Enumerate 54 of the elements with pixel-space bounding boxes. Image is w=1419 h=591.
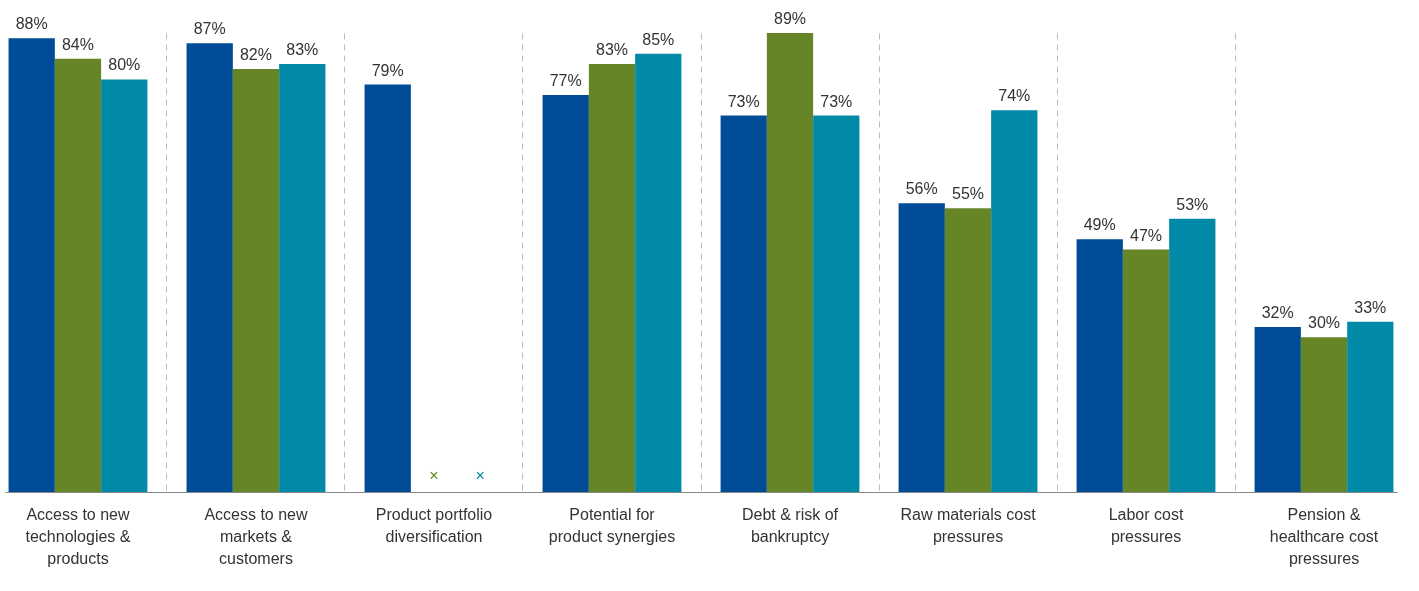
x-tick-label: Access to new technologies & products [25,505,131,567]
bar [1300,337,1348,492]
bar [898,203,945,492]
bar [364,84,411,492]
bar [186,43,233,492]
data-label: 83% [595,40,629,58]
data-label: 73% [727,92,760,110]
data-label: 33% [1354,298,1387,316]
data-label: 55% [951,185,985,203]
x-tick-label: Raw materials cost pressures [900,505,1037,545]
bar [588,63,636,492]
data-label: 85% [642,30,675,48]
bar [1122,249,1170,492]
data-label: 77% [549,71,582,89]
x-tick-label: Pension & healthcare cost pressures [1269,505,1379,567]
data-label: 73% [820,92,853,110]
bar [766,33,814,492]
data-label: 56% [905,180,938,198]
bar [991,110,1038,492]
data-label: 79% [371,61,404,79]
data-label: 30% [1308,314,1341,332]
x-tick-label: Debt & risk of bankruptcy [741,505,839,545]
data-label: 83% [286,40,319,58]
data-label: 89% [773,10,807,27]
bar [542,94,589,492]
annotation: × [475,467,485,484]
data-label: 32% [1261,303,1294,321]
bar [720,115,767,492]
data-label: 84% [61,35,94,53]
bar [813,115,860,492]
bar [8,38,55,492]
data-label: 47% [1130,226,1163,244]
x-tick-label: Product portfolio diversification [375,505,493,545]
bar [1076,239,1123,492]
bar [1347,321,1394,492]
bar [1169,218,1216,492]
data-label: 80% [108,56,141,74]
x-tick-label: Labor cost pressures [1108,505,1184,545]
bar [54,58,102,492]
bar [101,79,148,492]
data-label: 53% [1176,195,1209,213]
x-tick-label: Potential for product synergies [548,505,676,545]
bar [635,53,682,492]
bar [279,63,326,492]
data-label: 74% [998,87,1031,105]
x-tick-label: Access to new markets & customers [204,505,309,567]
annotation: × [429,467,439,484]
bar [232,69,280,492]
bar [944,208,992,492]
bar [1254,326,1301,492]
data-label: 82% [239,46,272,64]
data-label: 49% [1083,216,1116,234]
data-label: 87% [193,20,226,38]
data-label: 88% [15,15,48,33]
